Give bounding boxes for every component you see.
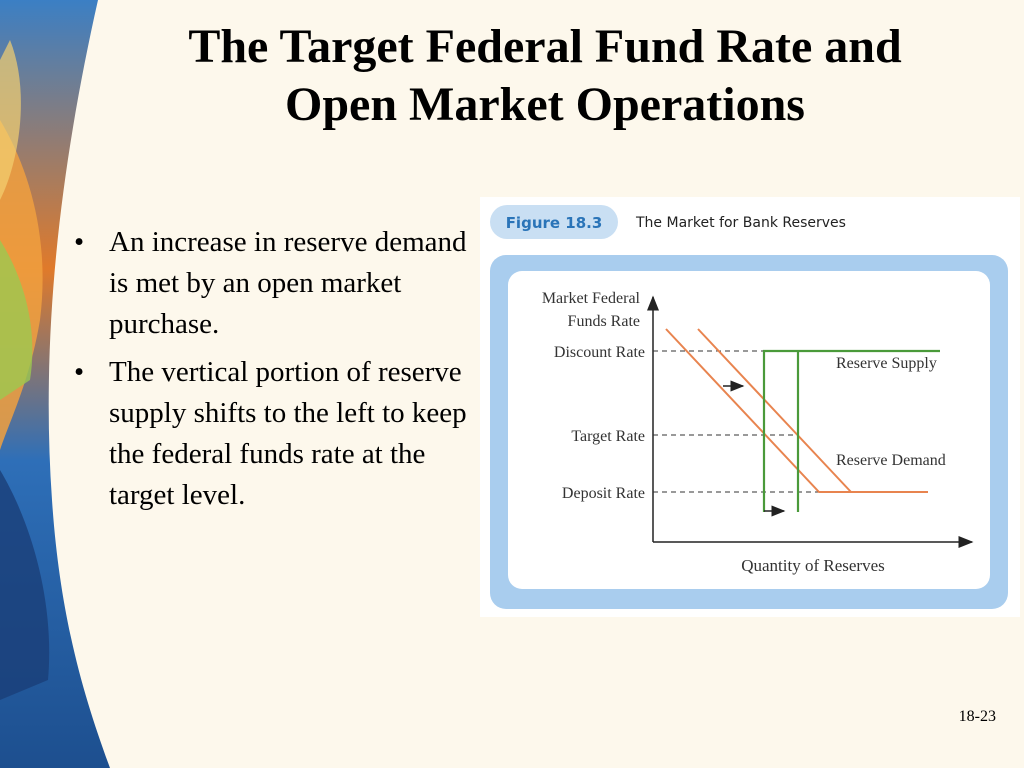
reserve-demand-initial — [665, 328, 928, 493]
slide-title: The Target Federal Fund Rate and Open Ma… — [100, 18, 990, 134]
discount-rate-label: Discount Rate — [554, 344, 645, 361]
deposit-rate-label: Deposit Rate — [562, 485, 645, 502]
slide-title-line-2: Open Market Operations — [285, 78, 805, 131]
y-axis-label-line-1: Market Federal — [542, 290, 641, 307]
x-axis-label: Quantity of Reserves — [741, 556, 885, 575]
bullet-glyph: • — [74, 226, 85, 258]
reserve-supply-shifted — [762, 349, 940, 512]
bullet-text: An increase in reserve demand is met by … — [109, 226, 467, 340]
figure-badge — [490, 205, 618, 239]
y-axis-label-line-2: Funds Rate — [568, 313, 640, 330]
reserve-supply-label: Reserve Supply — [836, 355, 937, 372]
page-number: 18-23 — [958, 708, 996, 725]
reserve-demand-shifted — [697, 328, 852, 493]
decorative-side-art — [0, 0, 110, 768]
bullet-glyph: • — [74, 356, 85, 388]
bullet-text: The vertical portion of reserve supply s… — [109, 356, 467, 511]
bullet-item: • An increase in reserve demand is met b… — [70, 222, 475, 345]
bullet-item: • The vertical portion of reserve supply… — [70, 352, 475, 516]
bullet-list: • An increase in reserve demand is met b… — [70, 222, 475, 523]
figure-badge-text: Figure 18.3 — [506, 214, 603, 232]
reserve-demand-label: Reserve Demand — [836, 452, 946, 469]
target-rate-label: Target Rate — [571, 428, 645, 445]
figure-market-for-bank-reserves: Figure 18.3 The Market for Bank Reserves… — [480, 197, 1020, 617]
figure-caption: The Market for Bank Reserves — [635, 215, 846, 231]
slide-title-line-1: The Target Federal Fund Rate and — [188, 20, 902, 73]
